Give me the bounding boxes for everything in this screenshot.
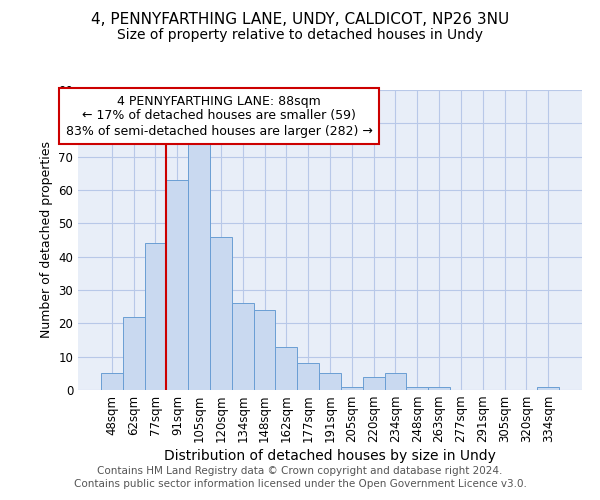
Bar	[275, 346, 297, 390]
Bar	[123, 316, 145, 390]
Text: Contains public sector information licensed under the Open Government Licence v3: Contains public sector information licen…	[74, 479, 526, 489]
Bar	[319, 374, 341, 390]
Bar	[341, 386, 363, 390]
Y-axis label: Number of detached properties: Number of detached properties	[40, 142, 53, 338]
Text: 4, PENNYFARTHING LANE, UNDY, CALDICOT, NP26 3NU: 4, PENNYFARTHING LANE, UNDY, CALDICOT, N…	[91, 12, 509, 28]
Bar	[537, 386, 559, 390]
X-axis label: Distribution of detached houses by size in Undy: Distribution of detached houses by size …	[164, 450, 496, 464]
Text: Size of property relative to detached houses in Undy: Size of property relative to detached ho…	[117, 28, 483, 42]
Bar	[232, 304, 254, 390]
Text: Contains HM Land Registry data © Crown copyright and database right 2024.: Contains HM Land Registry data © Crown c…	[97, 466, 503, 476]
Bar	[166, 180, 188, 390]
Bar	[188, 144, 210, 390]
Bar	[428, 386, 450, 390]
Bar	[210, 236, 232, 390]
Bar	[406, 386, 428, 390]
Bar	[385, 374, 406, 390]
Bar	[254, 310, 275, 390]
Bar	[363, 376, 385, 390]
Bar	[297, 364, 319, 390]
Bar	[145, 244, 166, 390]
Bar	[101, 374, 123, 390]
Text: 4 PENNYFARTHING LANE: 88sqm
← 17% of detached houses are smaller (59)
83% of sem: 4 PENNYFARTHING LANE: 88sqm ← 17% of det…	[65, 94, 373, 138]
